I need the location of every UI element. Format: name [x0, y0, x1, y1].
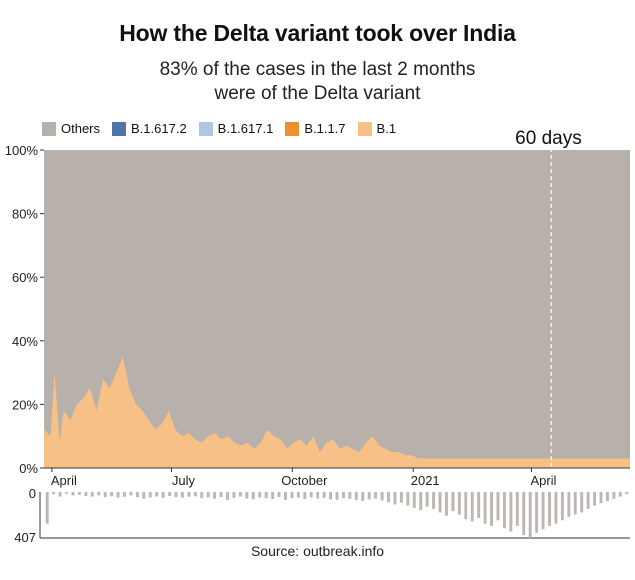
y-tick-label: 40% [12, 334, 38, 349]
count-y-label: 0 [29, 486, 36, 501]
y-tick-label: 100% [5, 143, 39, 158]
x-tick-label: April [530, 473, 556, 488]
legend-item-b16171: B.1.617.1 [198, 121, 274, 136]
marker-annotation: 60 days [515, 128, 582, 149]
count-y-label: 407 [14, 530, 36, 545]
legend-swatch-others [42, 121, 56, 136]
legend-label-b117: B.1.1.7 [304, 121, 346, 136]
x-tick-label: 2021 [411, 473, 440, 488]
legend-label-b16171: B.1.617.1 [217, 121, 274, 136]
chart-subtitle-line1: 83% of the cases in the last 2 months [159, 59, 476, 80]
y-tick-label: 0% [19, 461, 38, 476]
y-tick-label: 80% [12, 207, 38, 222]
legend-swatch-b16172 [112, 121, 127, 136]
chart-title: How the Delta variant took over India [119, 20, 516, 46]
area-b1 [44, 356, 630, 468]
source-note: Source: outbreak.info [250, 543, 385, 559]
chart-subtitle-line2: were of the Delta variant [214, 83, 421, 104]
legend-item-b1: B.1 [357, 121, 397, 136]
legend-item-b16172: B.1.617.2 [112, 121, 187, 136]
chart-legend: Others B.1.617.2 B.1.617.1 B.1.1.7 B.1 [42, 121, 408, 136]
x-tick-label: April [51, 473, 77, 488]
legend-item-b117: B.1.1.7 [285, 121, 346, 136]
legend-label-b1: B.1 [376, 121, 397, 136]
legend-swatch-b117 [285, 121, 300, 136]
legend-swatch-b16171 [198, 121, 213, 136]
legend-swatch-b1 [357, 121, 372, 136]
y-tick-label: 20% [12, 397, 38, 412]
legend-label-b16172: B.1.617.2 [131, 121, 187, 136]
legend-item-others: Others [42, 121, 100, 136]
y-tick-label: 60% [12, 270, 38, 285]
x-tick-label: July [172, 473, 196, 488]
legend-label-others: Others [61, 121, 101, 136]
x-tick-label: October [281, 473, 328, 488]
